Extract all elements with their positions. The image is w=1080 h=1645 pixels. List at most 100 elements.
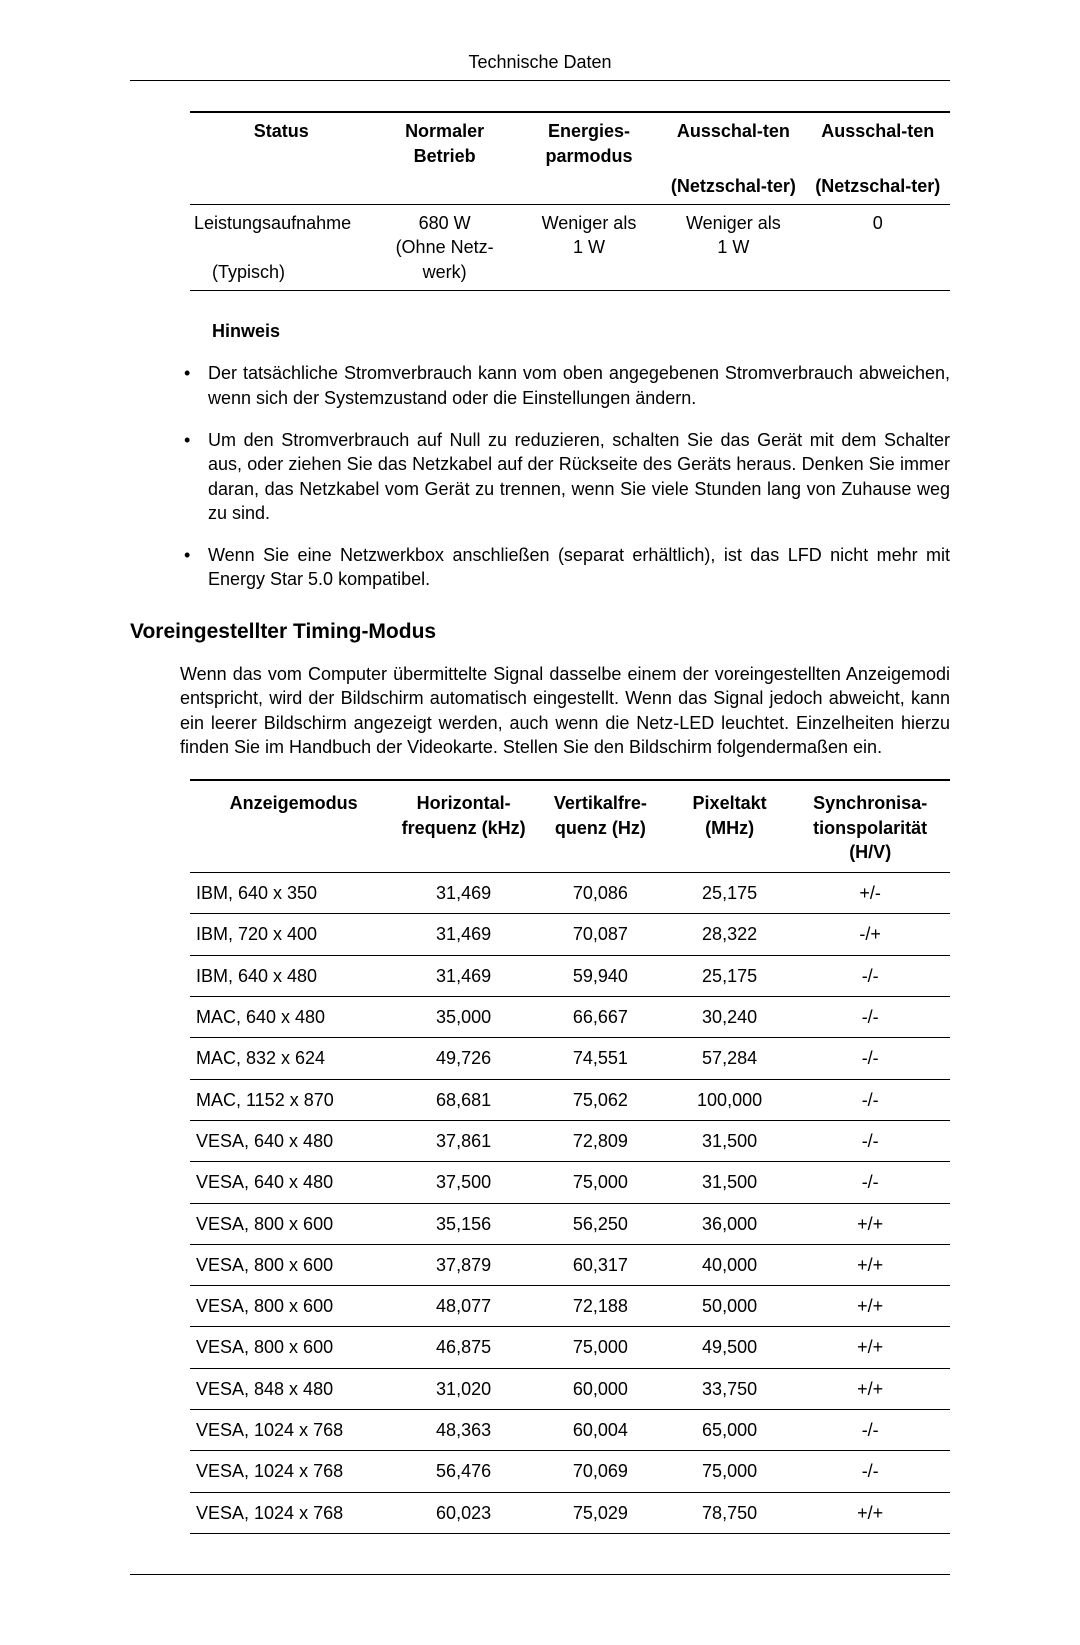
table-row: VESA, 1024 x 76860,02375,02978,750+/+ [190, 1492, 950, 1533]
table-cell: 75,000 [532, 1162, 669, 1203]
table-cell: MAC, 832 x 624 [190, 1038, 395, 1079]
table-cell: 56,250 [532, 1203, 669, 1244]
t1-h-saving: Energies-parmodus [517, 112, 661, 174]
table-cell: 78,750 [669, 1492, 791, 1533]
table-cell: 25,175 [669, 955, 791, 996]
page-footer [130, 1574, 950, 1585]
table-row: VESA, 800 x 60048,07772,18850,000+/+ [190, 1286, 950, 1327]
table-cell: 74,551 [532, 1038, 669, 1079]
note-heading: Hinweis [212, 319, 950, 343]
page-header-title: Technische Daten [468, 52, 611, 72]
table-row: VESA, 800 x 60035,15656,25036,000+/+ [190, 1203, 950, 1244]
t2-h-vfreq: Vertikalfre-quenz (Hz) [532, 780, 669, 872]
table-cell: 37,879 [395, 1244, 532, 1285]
table-cell: 25,175 [669, 873, 791, 914]
table-cell: -/- [790, 1038, 950, 1079]
t1-h-off1: Ausschal-ten [661, 112, 805, 174]
t2-h-mode: Anzeigemodus [190, 780, 395, 872]
table-row: MAC, 1152 x 87068,68175,062100,000-/- [190, 1079, 950, 1120]
table-cell: -/- [790, 1120, 950, 1161]
table-cell: 31,500 [669, 1120, 791, 1161]
table-cell: 60,023 [395, 1492, 532, 1533]
table-row: IBM, 640 x 48031,46959,94025,175-/- [190, 955, 950, 996]
table-row: VESA, 1024 x 76848,36360,00465,000-/- [190, 1410, 950, 1451]
table-cell: 48,077 [395, 1286, 532, 1327]
table-cell: 36,000 [669, 1203, 791, 1244]
table-cell: +/- [790, 873, 950, 914]
table-cell: 35,000 [395, 997, 532, 1038]
table-cell: -/+ [790, 914, 950, 955]
table-cell: 66,667 [532, 997, 669, 1038]
timing-paragraph: Wenn das vom Computer übermittelte Signa… [180, 662, 950, 759]
table-cell: VESA, 800 x 600 [190, 1244, 395, 1285]
timing-mode-table: Anzeigemodus Horizontal-frequenz (kHz) V… [190, 779, 950, 1534]
note-item: Um den Stromverbrauch auf Null zu reduzi… [180, 428, 950, 525]
table-cell: 31,469 [395, 873, 532, 914]
timing-table-wrap: Anzeigemodus Horizontal-frequenz (kHz) V… [190, 779, 950, 1534]
table-cell: VESA, 1024 x 768 [190, 1451, 395, 1492]
t1-c4: 0 [806, 205, 950, 291]
table-cell: 72,809 [532, 1120, 669, 1161]
table-cell: +/+ [790, 1203, 950, 1244]
table-cell: 31,020 [395, 1368, 532, 1409]
table-cell: -/- [790, 1451, 950, 1492]
t1-row-label: Leistungsaufnahme (Typisch) [190, 205, 372, 291]
table-cell: 72,188 [532, 1286, 669, 1327]
table-cell: +/+ [790, 1492, 950, 1533]
table-row: MAC, 832 x 62449,72674,55157,284-/- [190, 1038, 950, 1079]
table-row: IBM, 640 x 35031,46970,08625,175+/- [190, 873, 950, 914]
t2-h-pixel: Pixeltakt (MHz) [669, 780, 791, 872]
table-cell: 60,004 [532, 1410, 669, 1451]
table-cell: VESA, 1024 x 768 [190, 1492, 395, 1533]
table-cell: 75,000 [669, 1451, 791, 1492]
table-row: VESA, 848 x 48031,02060,00033,750+/+ [190, 1368, 950, 1409]
table-cell: IBM, 640 x 350 [190, 873, 395, 914]
t2-h-hfreq: Horizontal-frequenz (kHz) [395, 780, 532, 872]
table-cell: 60,317 [532, 1244, 669, 1285]
table-cell: -/- [790, 1410, 950, 1451]
notes-list: Der tatsächliche Stromverbrauch kann vom… [180, 361, 950, 591]
table-cell: 70,086 [532, 873, 669, 914]
t1-c2-l2: 1 W [573, 237, 605, 257]
table-row: MAC, 640 x 48035,00066,66730,240-/- [190, 997, 950, 1038]
table-row: IBM, 720 x 40031,46970,08728,322-/+ [190, 914, 950, 955]
table-cell: VESA, 848 x 480 [190, 1368, 395, 1409]
t1-c1: 680 W (Ohne Netz-werk) [372, 205, 516, 291]
t1-sh-1 [372, 174, 516, 205]
table-cell: 31,469 [395, 955, 532, 996]
table-cell: -/- [790, 1162, 950, 1203]
table-cell: +/+ [790, 1327, 950, 1368]
table-cell: -/- [790, 1079, 950, 1120]
t1-sh-3: (Netzschal-ter) [661, 174, 805, 205]
t1-c3-l2: 1 W [717, 237, 749, 257]
t1-c1-l2: (Ohne Netz-werk) [396, 237, 494, 281]
table-cell: 31,469 [395, 914, 532, 955]
table-cell: 33,750 [669, 1368, 791, 1409]
table-cell: VESA, 640 x 480 [190, 1162, 395, 1203]
table-cell: 75,029 [532, 1492, 669, 1533]
table-cell: IBM, 720 x 400 [190, 914, 395, 955]
t1-h-status: Status [190, 112, 372, 174]
page-header: Technische Daten [130, 50, 950, 81]
table-cell: 40,000 [669, 1244, 791, 1285]
table-cell: 68,681 [395, 1079, 532, 1120]
table-cell: VESA, 1024 x 768 [190, 1410, 395, 1451]
t1-h-off2: Ausschal-ten [806, 112, 950, 174]
table-cell: 65,000 [669, 1410, 791, 1451]
table-cell: 60,000 [532, 1368, 669, 1409]
t1-c2: Weniger als 1 W [517, 205, 661, 291]
table-cell: 31,500 [669, 1162, 791, 1203]
table-cell: 70,087 [532, 914, 669, 955]
t1-sh-0 [190, 174, 372, 205]
table-cell: VESA, 800 x 600 [190, 1327, 395, 1368]
table-cell: 46,875 [395, 1327, 532, 1368]
t1-h-normal: Normaler Betrieb [372, 112, 516, 174]
table-cell: +/+ [790, 1286, 950, 1327]
table-cell: 59,940 [532, 955, 669, 996]
table-cell: -/- [790, 997, 950, 1038]
table-row: VESA, 800 x 60046,87575,00049,500+/+ [190, 1327, 950, 1368]
table-row: VESA, 640 x 48037,50075,00031,500-/- [190, 1162, 950, 1203]
note-item: Der tatsächliche Stromverbrauch kann vom… [180, 361, 950, 410]
power-table-wrap: Status Normaler Betrieb Energies-parmodu… [190, 111, 950, 291]
table-row: VESA, 640 x 48037,86172,80931,500-/- [190, 1120, 950, 1161]
